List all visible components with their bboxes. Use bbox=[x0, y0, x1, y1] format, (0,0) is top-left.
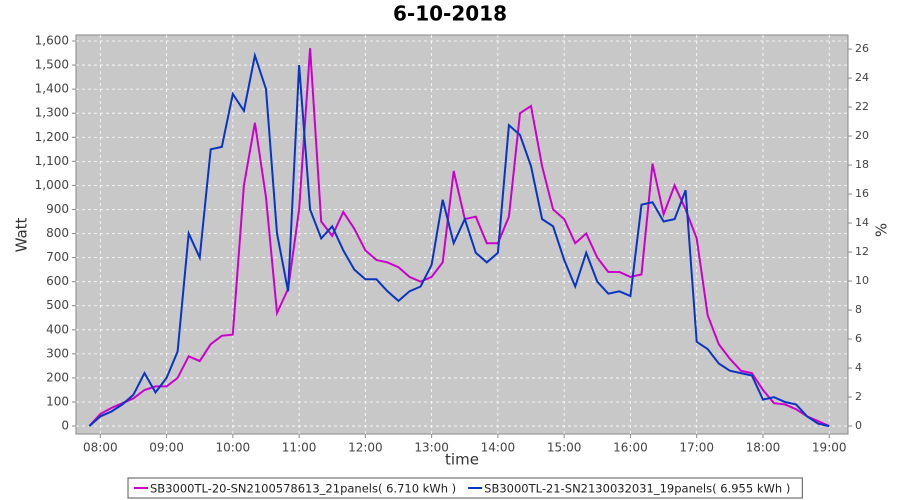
x-tick-label: 17:00 bbox=[679, 441, 714, 455]
y-tick-label: 1,600 bbox=[35, 34, 69, 48]
y2-tick-label: 4 bbox=[855, 361, 862, 374]
x-tick-label: 18:00 bbox=[746, 441, 781, 455]
x-tick-label: 09:00 bbox=[149, 441, 184, 455]
y2-tick-label: 10 bbox=[855, 274, 869, 287]
y-axis-label: Watt bbox=[13, 217, 31, 252]
legend: SB3000TL-20-SN2100578613_21panels( 6.710… bbox=[127, 477, 803, 499]
x-tick-label: 14:00 bbox=[481, 441, 516, 455]
y-tick-label: 800 bbox=[46, 226, 69, 240]
y-tick-label: 300 bbox=[46, 346, 69, 360]
y2-tick-label: 26 bbox=[855, 42, 869, 55]
y-tick-label: 200 bbox=[46, 370, 69, 384]
legend-label: SB3000TL-20-SN2100578613_21panels( 6.710… bbox=[150, 482, 456, 496]
y-tick-label: 500 bbox=[46, 298, 69, 312]
y-tick-label: 100 bbox=[46, 394, 69, 408]
y-tick-label: 600 bbox=[46, 274, 69, 288]
x-tick-label: 10:00 bbox=[216, 441, 251, 455]
y2-tick-label: 2 bbox=[855, 390, 862, 403]
plot-area bbox=[75, 34, 849, 435]
y2-tick-label: 18 bbox=[855, 158, 869, 171]
x-tick-label: 13:00 bbox=[414, 441, 449, 455]
y-tick-label: 1,400 bbox=[35, 82, 69, 96]
x-tick-label: 08:00 bbox=[83, 441, 118, 455]
y2-tick-label: 20 bbox=[855, 129, 869, 142]
y2-tick-label: 16 bbox=[855, 187, 869, 200]
legend-label: SB3000TL-21-SN2130032031_19panels( 6.955… bbox=[484, 482, 790, 496]
x-tick-label: 19:00 bbox=[812, 441, 847, 455]
y-tick-label: 1,300 bbox=[35, 106, 69, 120]
y2-tick-label: 14 bbox=[855, 216, 869, 229]
series-line bbox=[88, 51, 830, 428]
y2-tick-label: 24 bbox=[855, 71, 869, 84]
x-tick-label: 11:00 bbox=[282, 441, 317, 455]
y2-tick-label: 22 bbox=[855, 100, 869, 113]
y-tick-label: 0 bbox=[61, 419, 69, 433]
y-tick-label: 400 bbox=[46, 322, 69, 336]
legend-box bbox=[127, 477, 803, 499]
y-tick-label: 1,200 bbox=[35, 130, 69, 144]
y2-tick-label: 12 bbox=[855, 245, 869, 258]
y2-axis-label: % bbox=[873, 223, 891, 237]
y-tick-label: 1,100 bbox=[35, 154, 69, 168]
y2-tick-label: 6 bbox=[855, 332, 862, 345]
x-tick-label: 15:00 bbox=[547, 441, 582, 455]
y2-tick-label: 0 bbox=[855, 419, 862, 432]
chart-title: 6-10-2018 bbox=[393, 2, 507, 26]
x-axis-label: time bbox=[445, 451, 479, 469]
y-tick-label: 1,000 bbox=[35, 178, 69, 192]
y2-tick-label: 8 bbox=[855, 303, 862, 316]
x-tick-label: 16:00 bbox=[613, 441, 648, 455]
series-line bbox=[88, 48, 830, 428]
y-tick-label: 900 bbox=[46, 202, 69, 216]
x-tick-label: 12:00 bbox=[348, 441, 383, 455]
y-tick-label: 700 bbox=[46, 250, 69, 264]
y-tick-label: 1,500 bbox=[35, 58, 69, 72]
